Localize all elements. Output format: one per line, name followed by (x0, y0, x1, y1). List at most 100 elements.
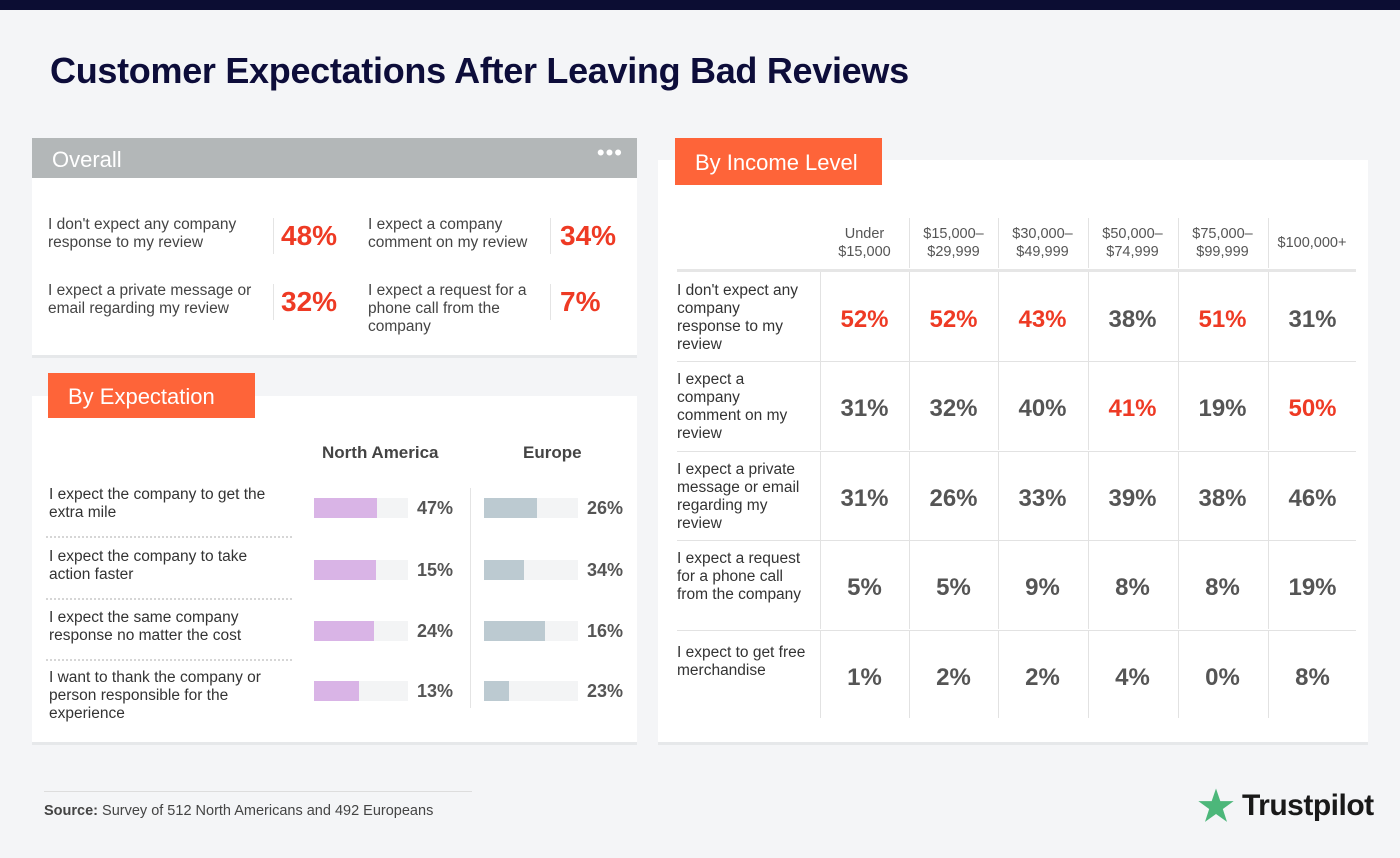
column-divider (1268, 451, 1269, 540)
column-divider (1178, 630, 1179, 718)
expectation-label: I expect the company to get the extra mi… (49, 486, 266, 521)
top-band (0, 0, 1400, 10)
divider (273, 284, 274, 320)
table-column-header: $30,000–$49,999 (1012, 226, 1073, 260)
column-divider (1088, 218, 1089, 268)
bar-track (314, 560, 408, 580)
bar-track (484, 621, 578, 641)
overall-item-label: I don't expect any company response to m… (48, 216, 237, 251)
logo-text: Trustpilot (1242, 789, 1374, 822)
expectation-label: I want to thank the company or person re… (49, 669, 261, 722)
table-cell: 31% (840, 395, 889, 422)
table-cell: 31% (1288, 306, 1337, 333)
table-cell: 1% (847, 664, 882, 691)
table-cell: 8% (1295, 664, 1330, 691)
table-cell: 26% (929, 485, 978, 512)
bar-value-label: 26% (587, 498, 624, 518)
divider (550, 284, 551, 320)
column-divider (1088, 451, 1089, 540)
column-divider (1268, 540, 1269, 629)
row-divider (677, 540, 1356, 541)
column-divider (1088, 272, 1089, 361)
bar-value-label: 34% (587, 560, 624, 580)
bar-north-america (314, 621, 375, 641)
column-divider (909, 451, 910, 540)
column-divider (909, 272, 910, 361)
overall-item-value: 32% (281, 286, 338, 317)
column-divider (820, 540, 821, 629)
source-text: Survey of 512 North Americans and 492 Eu… (102, 803, 434, 819)
column-divider (1178, 361, 1179, 450)
bar-value-label: 47% (417, 498, 454, 518)
table-row-label: I expect to get free merchandise (677, 644, 806, 679)
table-cell: 19% (1288, 574, 1337, 601)
overall-item-label: I expect a private message or email rega… (48, 282, 252, 317)
bar-track (484, 560, 578, 580)
column-divider (820, 451, 821, 540)
table-cell: 19% (1198, 395, 1247, 422)
table-cell: 50% (1288, 395, 1337, 422)
overall-title: Overall (52, 147, 122, 172)
column-divider (1088, 361, 1089, 450)
bar-value-label: 13% (417, 681, 454, 701)
bar-north-america (314, 681, 360, 701)
bar-europe (484, 681, 510, 701)
table-cell: 46% (1288, 485, 1337, 512)
dotted-divider (46, 536, 292, 538)
more-dots-icon[interactable]: ••• (596, 140, 623, 165)
table-cell: 38% (1108, 306, 1157, 333)
column-divider (1268, 630, 1269, 718)
table-column-header: $15,000–$29,999 (923, 226, 984, 260)
table-cell: 52% (840, 306, 889, 333)
table-cell: 39% (1108, 485, 1157, 512)
table-cell: 40% (1018, 395, 1067, 422)
overall-item-value: 34% (560, 220, 617, 251)
column-divider (470, 488, 471, 708)
page-title: Customer Expectations After Leaving Bad … (50, 50, 909, 91)
row-divider (677, 361, 1356, 362)
bar-europe (484, 560, 525, 580)
column-divider (1178, 272, 1179, 361)
column-divider (1088, 630, 1089, 718)
column-divider (1088, 540, 1089, 629)
column-divider (909, 540, 910, 629)
bar-north-america (314, 560, 377, 580)
star-icon (1198, 788, 1234, 822)
table-cell: 2% (1025, 664, 1060, 691)
column-divider (1178, 451, 1179, 540)
expectation-label: I expect the same company response no ma… (49, 609, 242, 644)
source-note: Source: Survey of 512 North Americans an… (44, 803, 433, 819)
table-cell: 5% (936, 574, 971, 601)
divider (550, 218, 551, 254)
table-cell: 0% (1205, 664, 1240, 691)
column-divider (909, 630, 910, 718)
divider (44, 791, 472, 792)
by-income-tag: By Income Level (675, 138, 882, 185)
column-divider (1268, 272, 1269, 361)
overall-card (32, 178, 637, 355)
table-cell: 4% (1115, 664, 1150, 691)
column-divider (909, 218, 910, 268)
bar-europe (484, 498, 537, 518)
table-cell: 8% (1115, 574, 1150, 601)
table-cell: 51% (1198, 306, 1247, 333)
table-row-label: I expect a request for a phone call from… (677, 550, 802, 603)
column-divider (1178, 540, 1179, 629)
table-cell: 52% (929, 306, 978, 333)
divider (273, 218, 274, 254)
column-divider (998, 540, 999, 629)
table-row-label: I expect a company comment on my review (677, 371, 788, 442)
column-divider (998, 630, 999, 718)
bar-track (314, 621, 408, 641)
table-cell: 9% (1025, 574, 1060, 601)
table-cell: 32% (929, 395, 978, 422)
bar-value-label: 16% (587, 621, 624, 641)
overall-item-value: 7% (560, 286, 601, 317)
bar-europe (484, 621, 546, 641)
bar-value-label: 15% (417, 560, 454, 580)
table-cell: 8% (1205, 574, 1240, 601)
table-cell: 5% (847, 574, 882, 601)
source-label: Source: (44, 803, 98, 819)
table-row-label: I don't expect any company response to m… (677, 282, 799, 353)
bar-value-label: 23% (587, 681, 624, 701)
